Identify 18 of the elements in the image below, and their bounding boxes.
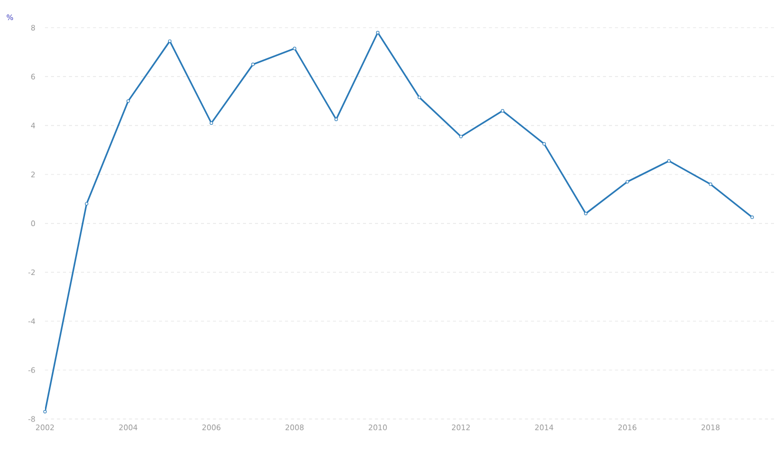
point xyxy=(376,30,380,34)
point xyxy=(584,212,588,216)
point xyxy=(126,99,130,103)
point xyxy=(168,39,172,43)
point xyxy=(500,109,504,113)
point xyxy=(418,96,422,100)
point xyxy=(210,121,214,125)
point xyxy=(750,216,754,219)
point xyxy=(43,410,47,414)
point xyxy=(708,182,712,186)
point xyxy=(667,159,671,163)
point xyxy=(251,62,255,66)
point xyxy=(334,118,338,122)
point xyxy=(626,180,630,184)
point xyxy=(292,46,296,50)
point xyxy=(542,142,546,146)
point xyxy=(459,134,463,138)
point xyxy=(84,202,88,206)
